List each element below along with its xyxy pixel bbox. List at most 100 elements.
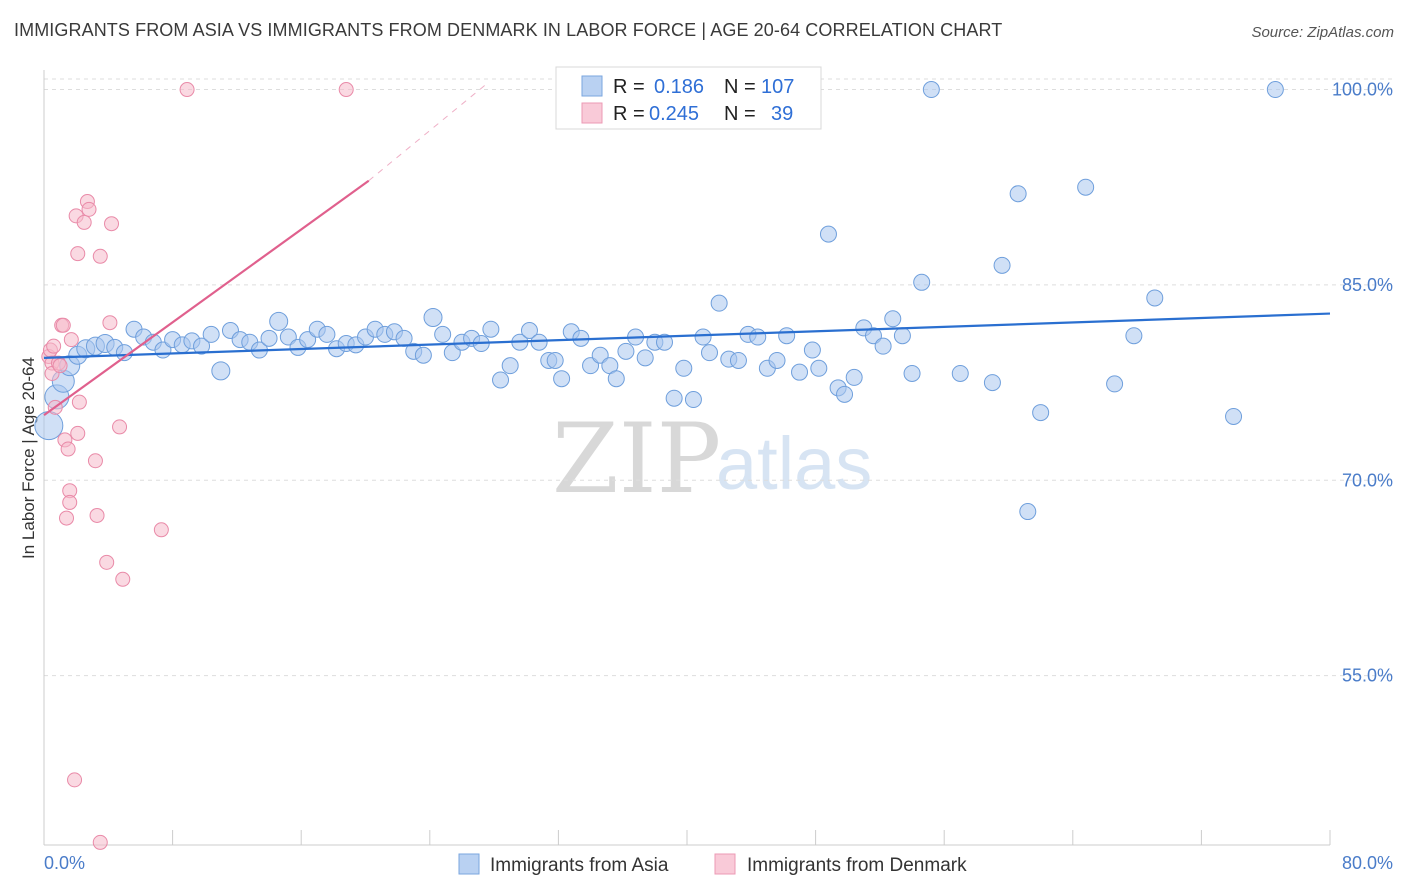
asia-point — [260, 329, 278, 347]
asia-point — [617, 342, 635, 360]
asia-point — [893, 327, 911, 345]
y-gridlines — [44, 78, 1393, 677]
asia-point — [903, 364, 921, 382]
asia-point — [803, 341, 821, 359]
denmark-point — [63, 332, 79, 348]
asia-point — [636, 349, 654, 367]
asia-point — [778, 327, 796, 345]
denmark-trend-extension — [368, 82, 488, 182]
x-tick-label-max: 80.0% — [1342, 853, 1393, 873]
asia-point — [414, 346, 432, 364]
asia-point — [482, 320, 500, 338]
asia-point — [492, 371, 510, 389]
asia-point — [546, 351, 564, 369]
asia-point — [423, 307, 443, 327]
legend-asia-r-value: 0.186 — [654, 76, 704, 98]
y-tick-label: 55.0% — [1342, 666, 1393, 686]
asia-point — [202, 325, 220, 343]
asia-point — [819, 225, 837, 243]
asia-point — [582, 357, 600, 375]
denmark-point — [115, 571, 131, 587]
asia-point — [845, 368, 863, 386]
asia-point — [1266, 81, 1284, 99]
asia-point — [864, 327, 882, 345]
asia-point — [520, 322, 538, 340]
denmark-point — [102, 315, 118, 331]
y-tick-labels: 55.0% 70.0% 85.0% 100.0% — [1332, 80, 1393, 686]
x-axis-ticks — [43, 830, 1331, 845]
asia-point — [279, 328, 297, 346]
legend-bottom: Immigrants from Asia Immigrants from Den… — [458, 853, 967, 876]
bottom-legend-asia: Immigrants from Asia — [490, 855, 669, 876]
asia-point — [211, 361, 231, 381]
legend-top: R = 0.186 N = 107 R = 0.245 N = 39 — [555, 66, 822, 130]
denmark-point — [179, 82, 195, 98]
asia-point — [1009, 185, 1027, 203]
watermark-atlas: atlas — [716, 422, 872, 505]
asia-point — [913, 273, 931, 291]
asia-point — [434, 325, 452, 343]
denmark-point — [81, 201, 97, 217]
asia-point — [1106, 375, 1124, 393]
bottom-legend-denmark: Immigrants from Denmark — [747, 855, 967, 876]
chart-title: IMMIGRANTS FROM ASIA VS IMMIGRANTS FROM … — [14, 20, 1003, 40]
denmark-point — [338, 82, 354, 98]
denmark-point — [67, 772, 83, 788]
asia-point — [607, 370, 625, 388]
asia-point — [591, 346, 609, 364]
asia-point — [768, 351, 786, 369]
denmark-point — [92, 248, 108, 264]
watermark-zip: ZIP — [552, 403, 721, 515]
asia-point — [993, 256, 1011, 274]
asia-point — [1019, 503, 1037, 521]
asia-point — [299, 331, 317, 349]
denmark-point — [99, 554, 115, 570]
y-tick-label: 100.0% — [1332, 80, 1393, 100]
denmark-point — [104, 216, 120, 232]
series-asia — [34, 81, 1284, 521]
legend-denmark-n-label: N = — [724, 103, 756, 125]
asia-point — [922, 81, 940, 99]
asia-point — [34, 411, 64, 441]
bottom-legend-swatch-asia — [458, 853, 480, 875]
asia-point — [318, 325, 336, 343]
denmark-trend-line — [43, 179, 370, 417]
trend-lines — [43, 82, 1331, 417]
y-tick-label: 70.0% — [1342, 470, 1393, 490]
asia-point — [1125, 327, 1143, 345]
denmark-point — [62, 494, 78, 510]
series-denmark — [41, 82, 354, 850]
denmark-point — [153, 522, 169, 538]
denmark-point — [60, 441, 76, 457]
denmark-point — [55, 317, 71, 333]
x-tick-label-min: 0.0% — [44, 853, 85, 873]
asia-point — [501, 357, 519, 375]
asia-point — [951, 364, 969, 382]
chart-source: Source: ZipAtlas.com — [1251, 24, 1394, 41]
asia-point — [874, 337, 892, 355]
denmark-point — [71, 394, 87, 410]
asia-point — [269, 311, 289, 331]
legend-denmark-r-label: R = — [613, 103, 645, 125]
denmark-point — [52, 358, 68, 374]
legend-swatch-denmark — [581, 102, 603, 124]
y-axis-label: In Labor Force | Age 20-64 — [19, 357, 38, 559]
asia-point — [836, 385, 854, 403]
asia-point — [1077, 178, 1095, 196]
asia-point — [810, 359, 828, 377]
asia-point — [701, 344, 719, 362]
asia-point — [729, 351, 747, 369]
denmark-point — [89, 507, 105, 523]
asia-point — [749, 328, 767, 346]
legend-swatch-asia — [581, 75, 603, 97]
asia-point — [710, 294, 728, 312]
denmark-point — [70, 425, 86, 441]
bottom-legend-swatch-denmark — [714, 853, 736, 875]
denmark-point — [92, 834, 108, 850]
asia-point — [694, 328, 712, 346]
legend-asia-r-label: R = — [613, 76, 645, 98]
asia-point — [884, 310, 902, 328]
asia-point — [675, 359, 693, 377]
asia-point — [193, 337, 211, 355]
